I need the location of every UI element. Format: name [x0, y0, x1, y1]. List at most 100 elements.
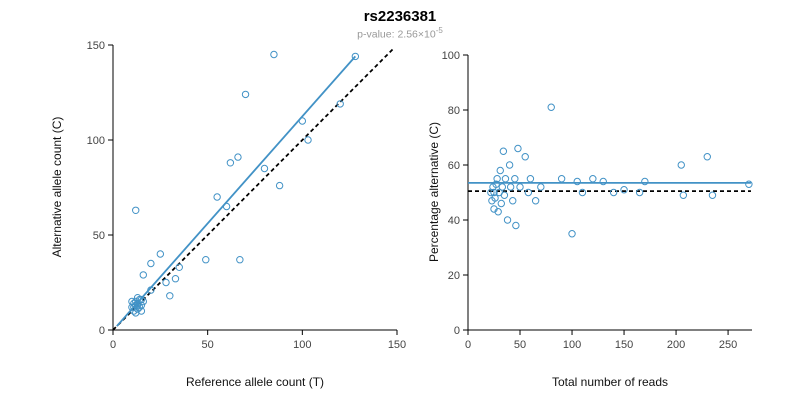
- data-point: [133, 301, 142, 309]
- percentage-vs-reads-scatter: 0 50 100 150 200 250 0 20 40 60 80 100: [442, 50, 753, 351]
- data-point: [139, 297, 147, 306]
- data-point: [514, 144, 522, 153]
- x-tick-label: 150: [388, 339, 406, 351]
- data-point: [641, 177, 649, 186]
- p-value-prefix: p-value:: [357, 28, 398, 41]
- data-point: [222, 202, 231, 211]
- data-point: [524, 188, 533, 197]
- data-point: [531, 197, 540, 205]
- data-point: [132, 301, 140, 309]
- data-point: [270, 50, 278, 59]
- data-point: [234, 153, 242, 161]
- data-point: [175, 263, 183, 271]
- data-point: [137, 307, 146, 315]
- y-tick-label: 0: [99, 325, 105, 337]
- data-point: [620, 186, 628, 194]
- y-tick-label: 100: [442, 50, 460, 62]
- data-point: [703, 153, 711, 161]
- y-tick-label: 0: [454, 325, 460, 337]
- left-yaxis-label: Alternative allele count (C): [50, 116, 64, 258]
- x-tick-label: 250: [719, 339, 737, 351]
- data-point: [260, 164, 269, 173]
- x-tick-label: 100: [563, 339, 581, 351]
- data-point: [568, 230, 576, 238]
- data-point: [133, 305, 142, 313]
- p-value-subtitle: p-value: 2.56×10-5: [0, 26, 800, 41]
- p-value-exponent: -5: [435, 26, 443, 35]
- data-point: [512, 221, 520, 230]
- p-value-base: 2.56×10: [397, 28, 436, 41]
- data-point: [573, 177, 581, 186]
- data-point: [511, 175, 519, 183]
- data-point: [557, 175, 566, 183]
- y-tick-label: 100: [87, 135, 105, 147]
- data-point: [137, 301, 146, 309]
- x-tick-label: 50: [202, 339, 214, 351]
- fit-line: [116, 55, 357, 327]
- data-point: [745, 180, 753, 188]
- data-point: [304, 136, 312, 144]
- data-point: [156, 250, 165, 258]
- data-point: [635, 188, 644, 197]
- x-tick-label: 50: [514, 339, 526, 351]
- data-point: [241, 90, 250, 99]
- data-point: [506, 183, 515, 191]
- data-point: [589, 175, 597, 183]
- data-point: [492, 180, 500, 188]
- data-point: [137, 295, 146, 304]
- data-point: [578, 188, 587, 197]
- data-point: [130, 299, 138, 308]
- allele-count-scatter: 0 50 100 150 0 50 100 150: [87, 40, 407, 351]
- data-point: [498, 183, 507, 191]
- data-point: [298, 117, 307, 125]
- data-point: [162, 278, 170, 287]
- data-point: [497, 199, 505, 208]
- data-point: [609, 188, 618, 197]
- data-point: [236, 256, 244, 264]
- data-point: [708, 191, 717, 199]
- y-tick-label: 50: [93, 230, 105, 242]
- data-point: [139, 271, 147, 279]
- data-point: [521, 153, 529, 161]
- data-point: [537, 183, 545, 191]
- data-point: [166, 292, 174, 300]
- data-point: [677, 161, 685, 169]
- data-point: [500, 191, 509, 199]
- data-point: [226, 159, 235, 167]
- x-tick-label: 150: [615, 339, 633, 351]
- data-point: [493, 175, 501, 183]
- data-point: [130, 303, 138, 311]
- y-tick-label: 40: [448, 215, 460, 227]
- x-tick-label: 0: [110, 339, 116, 351]
- data-point: [509, 197, 517, 205]
- x-tick-label: 200: [667, 339, 685, 351]
- data-point: [679, 191, 688, 199]
- data-point: [503, 216, 512, 224]
- data-point: [490, 188, 498, 197]
- y-tick-label: 150: [87, 40, 105, 52]
- x-tick-label: 100: [293, 339, 311, 351]
- data-point: [132, 206, 140, 215]
- x-tick-label: 0: [465, 339, 471, 351]
- data-point: [202, 256, 210, 264]
- data-point: [147, 286, 155, 294]
- data-point: [516, 183, 524, 191]
- data-point: [213, 193, 221, 201]
- right-xaxis-label: Total number of reads: [551, 375, 669, 389]
- left-xaxis-label: Reference allele count (T): [185, 375, 325, 389]
- data-point: [599, 177, 607, 186]
- page-title: rs2236381: [363, 8, 437, 25]
- data-point: [491, 194, 499, 202]
- y-tick-label: 60: [448, 160, 460, 172]
- right-yaxis-label: Percentage alternative (C): [427, 121, 441, 263]
- data-point: [351, 52, 360, 61]
- data-point: [133, 294, 142, 302]
- data-point: [526, 175, 535, 183]
- data-point: [494, 208, 502, 216]
- y-tick-label: 80: [448, 105, 460, 117]
- y-tick-label: 20: [448, 270, 460, 282]
- data-point: [499, 147, 508, 155]
- identity-line: [112, 48, 394, 331]
- data-point: [147, 259, 155, 268]
